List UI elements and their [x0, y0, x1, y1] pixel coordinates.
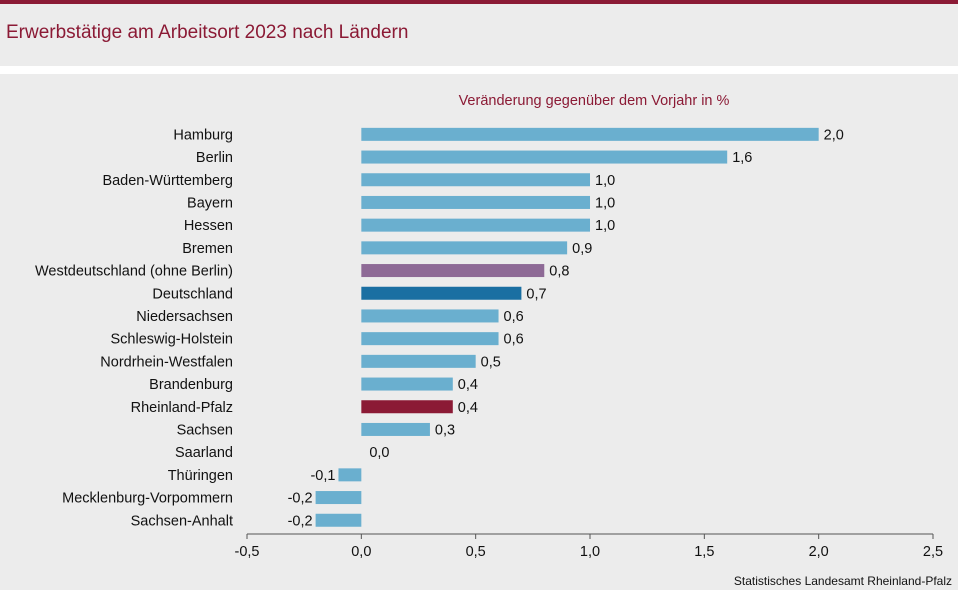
- value-label-sachsen: 0,3: [435, 422, 455, 438]
- value-label-rheinland-pfalz: 0,4: [458, 400, 478, 416]
- x-tick-label: 0,0: [351, 544, 371, 560]
- value-label-sachsen-anhalt: -0,2: [288, 513, 313, 529]
- category-label-nordrhein-westfalen: Nordrhein-Westfalen: [100, 354, 233, 370]
- bar-rheinland-pfalz: [361, 400, 453, 414]
- category-label-rheinland-pfalz: Rheinland-Pfalz: [131, 400, 233, 416]
- source-note: Statistisches Landesamt Rheinland-Pfalz: [733, 574, 952, 588]
- value-label-berlin: 1,6: [732, 150, 752, 166]
- page-title: Erwerbstätige am Arbeitsort 2023 nach Lä…: [6, 22, 409, 43]
- value-label-bremen: 0,9: [572, 241, 592, 257]
- category-label-baden-wuerttemberg: Baden-Württemberg: [102, 173, 233, 189]
- value-label-hessen: 1,0: [595, 218, 615, 234]
- category-label-sachsen: Sachsen: [177, 422, 233, 438]
- bar-sachsen-anhalt: [315, 513, 362, 527]
- x-tick-label: 2,5: [923, 544, 943, 560]
- category-label-thueringen: Thüringen: [168, 468, 233, 484]
- bar-thueringen: [338, 468, 362, 482]
- bar-bayern: [361, 195, 590, 209]
- bar-niedersachsen: [361, 309, 499, 323]
- category-label-bremen: Bremen: [182, 241, 233, 257]
- value-label-schleswig-holstein: 0,6: [504, 332, 524, 348]
- category-label-mecklenburg-vorpommern: Mecklenburg-Vorpommern: [62, 491, 233, 507]
- bar-baden-wuerttemberg: [361, 173, 590, 187]
- top-accent-bar: [0, 0, 958, 4]
- title-separator: [0, 66, 958, 74]
- category-label-hessen: Hessen: [184, 218, 233, 234]
- value-label-nordrhein-westfalen: 0,5: [481, 354, 501, 370]
- value-label-westdeutschland-ohne-berlin: 0,8: [549, 264, 569, 280]
- value-label-saarland: 0,0: [369, 445, 389, 461]
- value-label-bayern: 1,0: [595, 195, 615, 211]
- x-tick-label: 0,5: [466, 544, 486, 560]
- bar-brandenburg: [361, 377, 453, 391]
- bar-schleswig-holstein: [361, 332, 499, 346]
- bar-westdeutschland-ohne-berlin: [361, 264, 545, 278]
- category-label-brandenburg: Brandenburg: [149, 377, 233, 393]
- value-label-deutschland: 0,7: [526, 286, 546, 302]
- x-tick-label: -0,5: [235, 544, 260, 560]
- bar-deutschland: [361, 286, 522, 300]
- x-tick-label: 1,0: [580, 544, 600, 560]
- category-label-bayern: Bayern: [187, 195, 233, 211]
- category-label-berlin: Berlin: [196, 150, 233, 166]
- category-label-saarland: Saarland: [175, 445, 233, 461]
- value-label-baden-wuerttemberg: 1,0: [595, 173, 615, 189]
- bar-mecklenburg-vorpommern: [315, 491, 362, 505]
- category-label-schleswig-holstein: Schleswig-Holstein: [111, 332, 234, 348]
- value-label-mecklenburg-vorpommern: -0,2: [288, 491, 313, 507]
- category-label-niedersachsen: Niedersachsen: [136, 309, 233, 325]
- value-label-niedersachsen: 0,6: [504, 309, 524, 325]
- bar-hamburg: [361, 127, 819, 141]
- bar-sachsen: [361, 422, 430, 436]
- chart-title: Veränderung gegenüber dem Vorjahr in %: [459, 93, 730, 109]
- bar-bremen: [361, 241, 568, 255]
- category-label-hamburg: Hamburg: [173, 127, 233, 143]
- bar-hessen: [361, 218, 590, 232]
- value-label-hamburg: 2,0: [824, 127, 844, 143]
- category-label-westdeutschland-ohne-berlin: Westdeutschland (ohne Berlin): [35, 264, 233, 280]
- bar-nordrhein-westfalen: [361, 354, 476, 368]
- category-label-deutschland: Deutschland: [152, 286, 233, 302]
- x-tick-label: 2,0: [809, 544, 829, 560]
- value-label-brandenburg: 0,4: [458, 377, 478, 393]
- value-label-thueringen: -0,1: [310, 468, 335, 484]
- bar-berlin: [361, 150, 728, 164]
- category-label-sachsen-anhalt: Sachsen-Anhalt: [131, 513, 233, 529]
- x-tick-label: 1,5: [694, 544, 714, 560]
